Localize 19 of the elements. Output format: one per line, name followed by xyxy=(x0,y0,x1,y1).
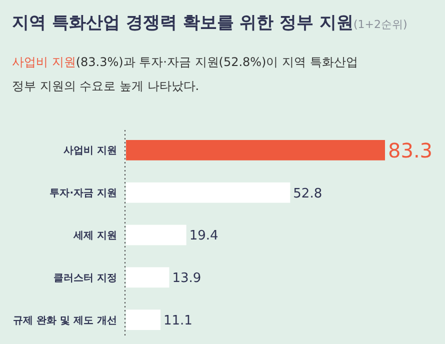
bar xyxy=(126,310,161,330)
data-label: 83.3 xyxy=(388,138,433,162)
y-tick-label: 투자·자금 지원 xyxy=(50,188,117,200)
chart-title: 지역 특화산업 경쟁력 확보를 위한 정부 지원 xyxy=(12,13,354,33)
data-label: 11.1 xyxy=(164,314,192,328)
chart-subtitle: (1+2순위) xyxy=(354,18,408,31)
y-tick-label: 클러스터 지정 xyxy=(54,272,117,284)
text: 사업비 지원(83.3%)과 투자·자금 지원(52.8%)이 지역 특화산업 xyxy=(12,55,358,69)
data-label: 19.4 xyxy=(189,228,218,244)
bar xyxy=(126,267,170,288)
y-tick-label: 세제 지원 xyxy=(72,230,117,242)
bar xyxy=(126,224,186,246)
data-label: 13.9 xyxy=(172,271,202,286)
bar xyxy=(126,182,290,203)
bar xyxy=(126,140,385,160)
data-label: 52.8 xyxy=(293,186,322,202)
y-tick-label: 규제 완화 및 제도 개선 xyxy=(13,315,117,326)
y-tick-label: 사업비 지원 xyxy=(64,146,117,157)
text: 정부 지원의 수요로 높게 나타났다. xyxy=(12,79,200,93)
